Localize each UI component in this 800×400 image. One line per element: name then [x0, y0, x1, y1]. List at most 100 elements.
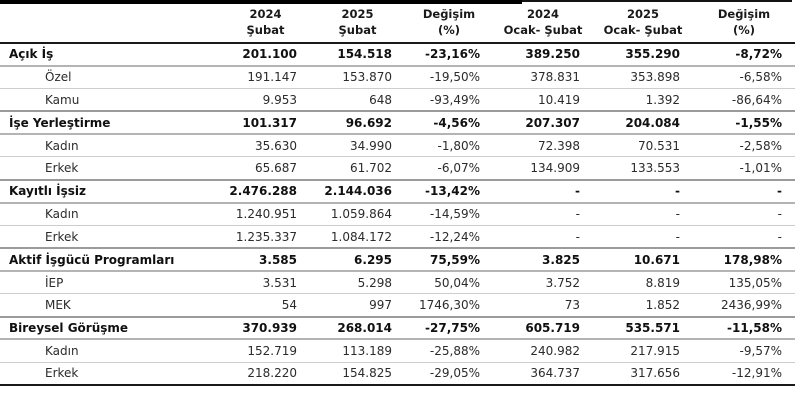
cell-value: 370.939	[221, 315, 310, 340]
cell-value: 72.398	[493, 133, 593, 157]
cell-value: -23,16%	[425, 47, 480, 62]
cell-value: 35.630	[221, 133, 310, 157]
table-row-kadin-gorusme: Kadın 152.719 113.189 -25,88% 240.982 21…	[0, 338, 795, 363]
cell-value: 1.240.951	[221, 201, 310, 226]
cell-value: 1.852	[593, 293, 693, 317]
row-label: Kamu	[0, 88, 221, 112]
cell-value: 54	[221, 293, 310, 317]
cell-value: 317.656	[593, 361, 693, 386]
table-row-acik-is: Açık İş 201.100 154.518 -23,16% 389.250 …	[0, 43, 795, 66]
cell-value: -	[493, 178, 593, 203]
table-body: Açık İş 201.100 154.518 -23,16% 389.250 …	[0, 43, 795, 386]
cell-value: 1746,30%	[405, 293, 493, 317]
cell-value: -	[593, 201, 693, 226]
cell-value: -1,01%	[693, 156, 795, 180]
cell-value: 378.831	[493, 64, 593, 89]
cell-value: -2,58%	[693, 133, 795, 157]
cell-value: 3.752	[493, 269, 593, 294]
table-row-aktif-isgucu-programlari: Aktif İşgücü Programları 3.585 6.295 75,…	[0, 247, 795, 271]
row-label: Bireysel Görüşme	[0, 315, 221, 340]
cell-value: -93,49%	[405, 88, 493, 112]
cell-value: 73	[493, 293, 593, 317]
cell-value: 154.825	[310, 361, 405, 386]
row-label: Erkek	[0, 156, 221, 180]
cell-value: -8,72%	[735, 47, 782, 62]
cell-value: 154.518	[337, 47, 392, 62]
cell-value: 389.250	[525, 47, 580, 62]
cell-value: 5.298	[310, 269, 405, 294]
row-label: MEK	[0, 293, 221, 317]
header-row: 2024 Şubat 2025 Şubat Değişim (%) 2024 O…	[0, 4, 795, 44]
cell-value: 1.059.864	[310, 201, 405, 226]
row-label: Kadın	[0, 133, 221, 157]
cell-value: 201.100	[242, 47, 297, 62]
row-label: Aktif İşgücü Programları	[0, 247, 221, 271]
table-row-ise-yerlestirme: İşe Yerleştirme 101.317 96.692 -4,56% 20…	[0, 110, 795, 135]
cell-value: 65.687	[221, 156, 310, 180]
cell-value: 2.476.288	[221, 178, 310, 203]
cell-value: 178,98%	[693, 247, 795, 271]
table-row-kadin-yerlestirme: Kadın 35.630 34.990 -1,80% 72.398 70.531…	[0, 133, 795, 157]
cell-value: -27,75%	[405, 315, 493, 340]
row-label: Kadın	[0, 201, 221, 226]
row-label: Kadın	[0, 338, 221, 363]
cell-value: -4,56%	[405, 110, 493, 135]
header-2024-subat: 2024 Şubat	[221, 4, 310, 44]
cell-value: 152.719	[221, 338, 310, 363]
cell-value: 50,04%	[405, 269, 493, 294]
table-header: 2024 Şubat 2025 Şubat Değişim (%) 2024 O…	[0, 4, 795, 44]
header-row-label-column	[0, 4, 221, 44]
cell-value: -	[593, 178, 693, 203]
cell-value: -	[493, 224, 593, 249]
cell-value: 61.702	[310, 156, 405, 180]
header-2025-ocak-subat: 2025 Ocak- Şubat	[593, 4, 693, 44]
cell-value: 535.571	[593, 315, 693, 340]
cell-value: -1,55%	[693, 110, 795, 135]
cell-value: 204.084	[593, 110, 693, 135]
cell-value: -11,58%	[693, 315, 795, 340]
cell-value: -29,05%	[405, 361, 493, 386]
cell-value: -	[693, 201, 795, 226]
cell-value: 8.819	[593, 269, 693, 294]
header-2025-subat: 2025 Şubat	[310, 4, 405, 44]
cell-value: 134.909	[493, 156, 593, 180]
cell-value: -6,58%	[693, 64, 795, 89]
cell-value: -6,07%	[405, 156, 493, 180]
cell-value: 997	[310, 293, 405, 317]
cell-value: 218.220	[221, 361, 310, 386]
cell-value: 1.084.172	[310, 224, 405, 249]
row-label: Erkek	[0, 224, 221, 249]
top-border-thick	[0, 0, 522, 4]
table-row-erkek-yerlestirme: Erkek 65.687 61.702 -6,07% 134.909 133.5…	[0, 156, 795, 180]
cell-value: -14,59%	[405, 201, 493, 226]
table-row-ozel: Özel 191.147 153.870 -19,50% 378.831 353…	[0, 64, 795, 89]
table-row-erkek-issiz: Erkek 1.235.337 1.084.172 -12,24% - - -	[0, 224, 795, 249]
cell-value: 153.870	[310, 64, 405, 89]
cell-value: 9.953	[221, 88, 310, 112]
cell-value: -	[493, 201, 593, 226]
cell-value: -19,50%	[405, 64, 493, 89]
cell-value: 191.147	[221, 64, 310, 89]
top-border-thin	[522, 0, 792, 2]
cell-value: 207.307	[493, 110, 593, 135]
cell-value: 2.144.036	[310, 178, 405, 203]
table-row-bireysel-gorusme: Bireysel Görüşme 370.939 268.014 -27,75%…	[0, 315, 795, 340]
cell-value: -	[693, 224, 795, 249]
table-row-erkek-gorusme: Erkek 218.220 154.825 -29,05% 364.737 31…	[0, 361, 795, 386]
table-row-iep: İEP 3.531 5.298 50,04% 3.752 8.819 135,0…	[0, 269, 795, 294]
cell-value: 96.692	[310, 110, 405, 135]
header-2024-ocak-subat: 2024 Ocak- Şubat	[493, 4, 593, 44]
cell-value: 133.553	[593, 156, 693, 180]
table-row-mek: MEK 54 997 1746,30% 73 1.852 2436,99%	[0, 293, 795, 317]
cell-value: 34.990	[310, 133, 405, 157]
cell-value: 605.719	[493, 315, 593, 340]
row-label: Açık İş	[9, 47, 54, 62]
cell-value: 353.898	[593, 64, 693, 89]
row-label: Erkek	[0, 361, 221, 386]
cell-value: -	[693, 178, 795, 203]
cell-value: -12,24%	[405, 224, 493, 249]
row-label: İşe Yerleştirme	[0, 110, 221, 135]
cell-value: 6.295	[310, 247, 405, 271]
row-label: Özel	[0, 64, 221, 89]
table-row-kayitli-issiz: Kayıtlı İşsiz 2.476.288 2.144.036 -13,42…	[0, 178, 795, 203]
